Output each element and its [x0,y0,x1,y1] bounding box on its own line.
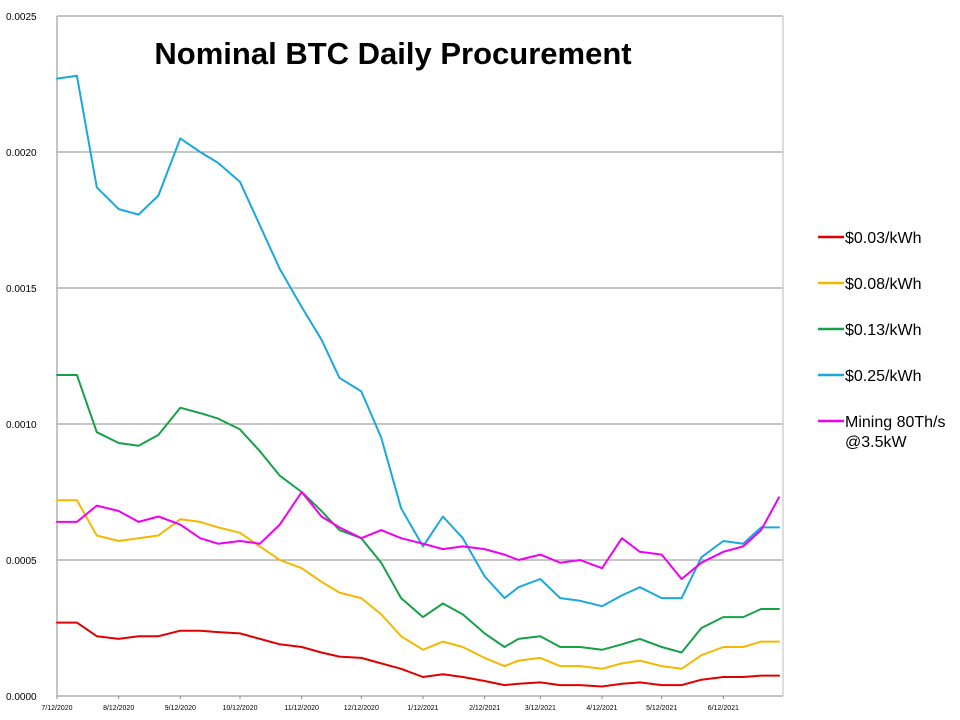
y-tick-label: 0.0015 [6,284,37,295]
x-tick-label: 1/12/2021 [407,705,438,712]
y-tick-label: 0.0005 [6,556,37,567]
series-line-4 [56,491,780,580]
x-tick-label: 4/12/2021 [586,705,617,712]
y-tick-label: 0.0000 [6,692,37,703]
x-tick-label: 10/12/2020 [222,705,257,712]
x-tick-label: 6/12/2021 [708,705,739,712]
x-tick-label: 5/12/2021 [646,705,677,712]
legend-label: $0.08/kWh [845,276,921,293]
x-tick-labels: 7/12/2020 8/12/2020 9/12/2020 10/12/2020 11/… [41,696,739,712]
legend[interactable]: $0.03/kWh $0.08/kWh $0.13/kWh $0.25/kWh Mini… [818,230,946,451]
chart-title: Nominal BTC Daily Procurement [154,36,631,71]
y-tick-label: 0.0020 [6,148,37,159]
series-line-3 [56,74,780,608]
series-line-2 [56,374,780,654]
x-tick-label: 9/12/2020 [165,705,196,712]
series-line-1 [56,499,780,670]
legend-label: $0.13/kWh [845,322,921,339]
x-tick-label: 2/12/2021 [469,705,500,712]
legend-label: $0.03/kWh [845,230,921,247]
y-tick-label: 0.0010 [6,420,37,431]
x-tick-label: 7/12/2020 [41,705,72,712]
x-tick-label: 8/12/2020 [103,705,134,712]
x-tick-label: 11/12/2020 [284,705,319,712]
y-tick-labels: 0.0000 0.0005 0.0010 0.0015 0.0020 0.0025 [6,12,37,703]
series-lines [56,74,780,688]
x-tick-label: 3/12/2021 [525,705,556,712]
y-gridlines [57,15,783,561]
series-line-0 [56,621,780,688]
legend-label: $0.25/kWh [845,368,921,385]
x-tick-label: 12/12/2020 [344,705,379,712]
plot-area [56,16,784,697]
y-tick-label: 0.0025 [6,12,37,23]
legend-label: Mining 80Th/s @3.5kW [845,414,946,451]
